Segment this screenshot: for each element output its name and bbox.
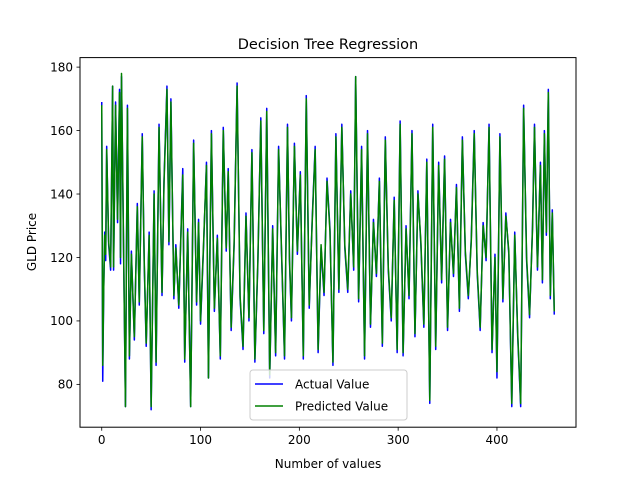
axes-frame — [79, 57, 577, 428]
y-tick-label: 100 — [50, 314, 73, 328]
y-axis-label: GLD Price — [25, 213, 39, 271]
x-axis-ticks: 0 100 200 300 400 — [98, 427, 508, 447]
legend: Actual Value Predicted Value — [249, 369, 408, 421]
x-tick-label: 300 — [387, 433, 410, 447]
legend-label-predicted: Predicted Value — [295, 400, 388, 414]
y-tick-label: 180 — [50, 60, 73, 74]
x-tick-label: 100 — [189, 433, 212, 447]
chart-title: Decision Tree Regression — [238, 37, 418, 53]
y-tick-label: 120 — [50, 251, 73, 265]
plot-area — [79, 57, 577, 428]
x-tick-label: 0 — [98, 433, 106, 447]
legend-box — [249, 369, 408, 421]
series-line-predicted — [100, 72, 556, 408]
x-tick-label: 200 — [288, 433, 311, 447]
x-axis-label: Number of values — [275, 457, 381, 471]
y-tick-label: 80 — [58, 378, 73, 392]
y-tick-label: 160 — [50, 124, 73, 138]
legend-label-actual: Actual Value — [295, 378, 369, 392]
series-layer — [100, 72, 556, 411]
y-tick-label: 140 — [50, 187, 73, 201]
y-axis-ticks: 80 100 120 140 160 180 — [50, 60, 80, 392]
x-tick-label: 400 — [486, 433, 509, 447]
